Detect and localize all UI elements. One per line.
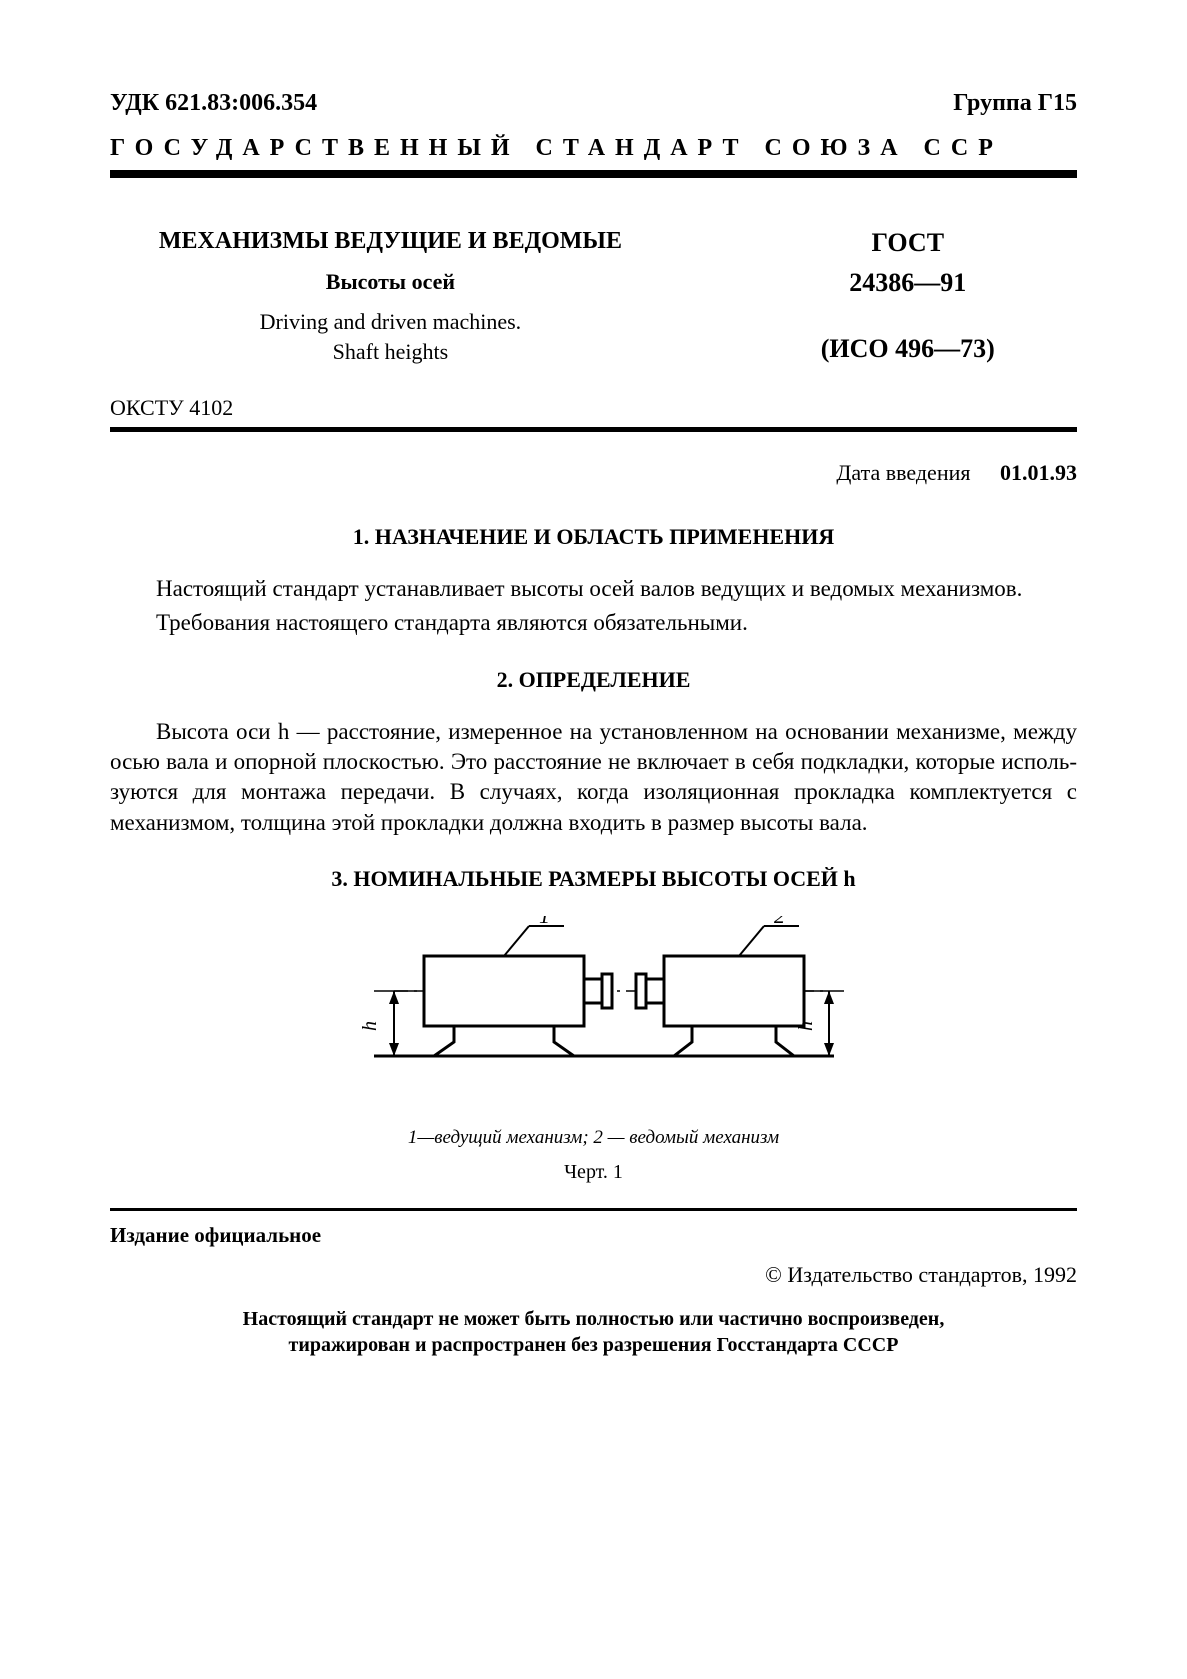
official-edition: Издание официальное [110,1223,1077,1248]
fig-h-right: h [795,1021,817,1031]
section3-heading: 3. НОМИНАЛЬНЫЕ РАЗМЕРЫ ВЫСОТЫ ОСЕЙ h [110,866,1077,892]
date-row: Дата введения 01.01.93 [110,460,1077,486]
figure-label: Черт. 1 [110,1161,1077,1184]
section2-body: Высота оси h — расстояние, измеренное на… [110,717,1077,838]
title-ru1: МЕХАНИЗМЫ ВЕДУЩИЕ И ВЕДОМЫЕ [110,228,671,255]
copyright: © Издательство стандартов, 1992 [110,1262,1077,1288]
org-title: ГОСУДАРСТВЕННЫЙ СТАНДАРТ СОЮЗА ССР [110,135,1077,162]
section1-body: Настоящий стандарт устанавливает высоты … [110,574,1077,639]
legal-notice: Настоящий стандарт не может быть полност… [110,1306,1077,1358]
okstu-code: ОКСТУ 4102 [110,395,1077,421]
title-ru2: Высоты осей [110,269,671,295]
s1-p2: Требования настоящего стандарта являются… [110,608,1077,638]
thick-rule [110,170,1077,178]
title-en2: Shaft heights [110,339,671,365]
section1-heading: 1. НАЗНАЧЕНИЕ И ОБЛАСТЬ ПРИМЕНЕНИЯ [110,524,1077,550]
thin-rule [110,1208,1077,1211]
figure-area: 1 2 h h 1—ведущий механизм; 2 — ведомый … [110,916,1077,1184]
figure-diagram: 1 2 h h [334,916,854,1111]
section2-heading: 2. ОПРЕДЕЛЕНИЕ [110,667,1077,693]
figure-caption: 1—ведущий механизм; 2 — ведомый механизм [110,1127,1077,1149]
fig-label-1: 1 [539,916,550,928]
iso-ref: (ИСО 496—73) [739,334,1077,364]
title-right: ГОСТ 24386—91 (ИСО 496—73) [739,228,1077,365]
title-block: МЕХАНИЗМЫ ВЕДУЩИЕ И ВЕДОМЫЕ Высоты осей … [110,228,1077,365]
s1-p1: Настоящий стандарт устанавливает высоты … [110,574,1077,604]
fig-label-2: 2 [774,916,785,928]
title-en1: Driving and driven machines. [110,309,671,335]
legal-l1: Настоящий стандарт не может быть полност… [110,1306,1077,1332]
legal-l2: тиражирован и распространен без разрешен… [110,1332,1077,1358]
gost-number: 24386—91 [739,268,1077,298]
title-left: МЕХАНИЗМЫ ВЕДУЩИЕ И ВЕДОМЫЕ Высоты осей … [110,228,671,365]
gost-label: ГОСТ [739,228,1077,258]
s2-p1: Высота оси h — расстояние, измеренное на… [110,717,1077,838]
udk-code: УДК 621.83:006.354 [110,90,317,117]
group-code: Группа Г15 [953,90,1077,117]
fig-h-left: h [359,1021,381,1031]
header-row: УДК 621.83:006.354 Группа Г15 [110,90,1077,117]
date-label: Дата введения [836,460,970,485]
date-value: 01.01.93 [1000,460,1077,485]
medium-rule [110,427,1077,432]
